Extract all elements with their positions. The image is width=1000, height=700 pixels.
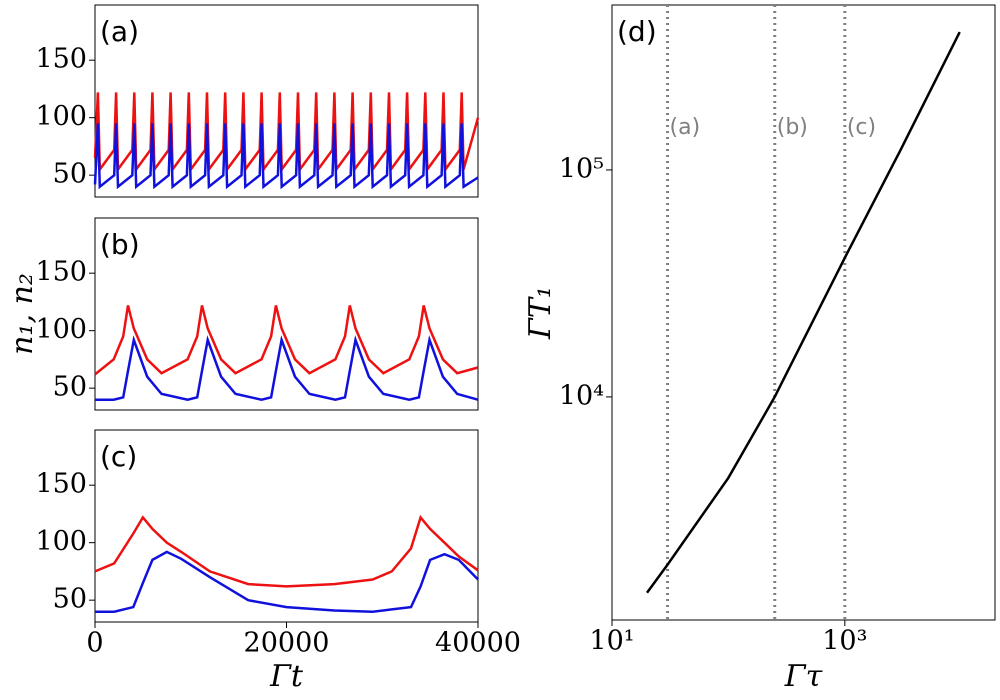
- x-tick-label: 40000: [435, 628, 521, 659]
- plot-frame: [611, 4, 996, 621]
- data-line: [645, 31, 961, 594]
- panel-label: (d): [617, 15, 657, 48]
- y-tick-label: 10⁵: [559, 153, 604, 184]
- x-tick-label: 10¹: [589, 626, 634, 657]
- plot-frame: [94, 4, 479, 198]
- reference-label: (b): [777, 115, 808, 140]
- y-tick-label: 50: [53, 584, 87, 615]
- y-axis-label: n₁, n₂: [5, 273, 40, 355]
- x-tick-label: 20000: [244, 628, 330, 659]
- y-tick-label: 100: [35, 101, 87, 132]
- y-tick-label: 150: [35, 469, 87, 500]
- x-tick-label: 10³: [822, 626, 867, 657]
- y-tick-label: 100: [35, 526, 87, 557]
- y-tick-label: 100: [35, 314, 87, 345]
- x-axis-label: Γτ: [784, 659, 823, 694]
- y-tick-label: 150: [35, 257, 87, 288]
- data-line: [93, 123, 479, 190]
- panel-label: (a): [100, 15, 139, 48]
- plot-frame: [94, 217, 479, 411]
- data-line: [95, 550, 479, 613]
- panel-label: (c): [100, 440, 137, 473]
- data-line: [94, 305, 479, 376]
- y-tick-label: 50: [53, 372, 87, 403]
- reference-label: (a): [670, 115, 701, 140]
- panel-label: (b): [100, 228, 140, 261]
- x-tick-label: 0: [86, 628, 103, 659]
- y-tick-label: 10⁴: [559, 380, 604, 411]
- y-tick-label: 150: [35, 44, 87, 75]
- data-line: [95, 335, 479, 401]
- data-line: [94, 514, 479, 588]
- reference-label: (c): [847, 115, 876, 140]
- x-axis-label: Γt: [269, 659, 304, 694]
- plot-frame: [94, 429, 479, 623]
- y-axis-label: ΓT₁: [523, 286, 558, 340]
- y-tick-label: 50: [53, 159, 87, 190]
